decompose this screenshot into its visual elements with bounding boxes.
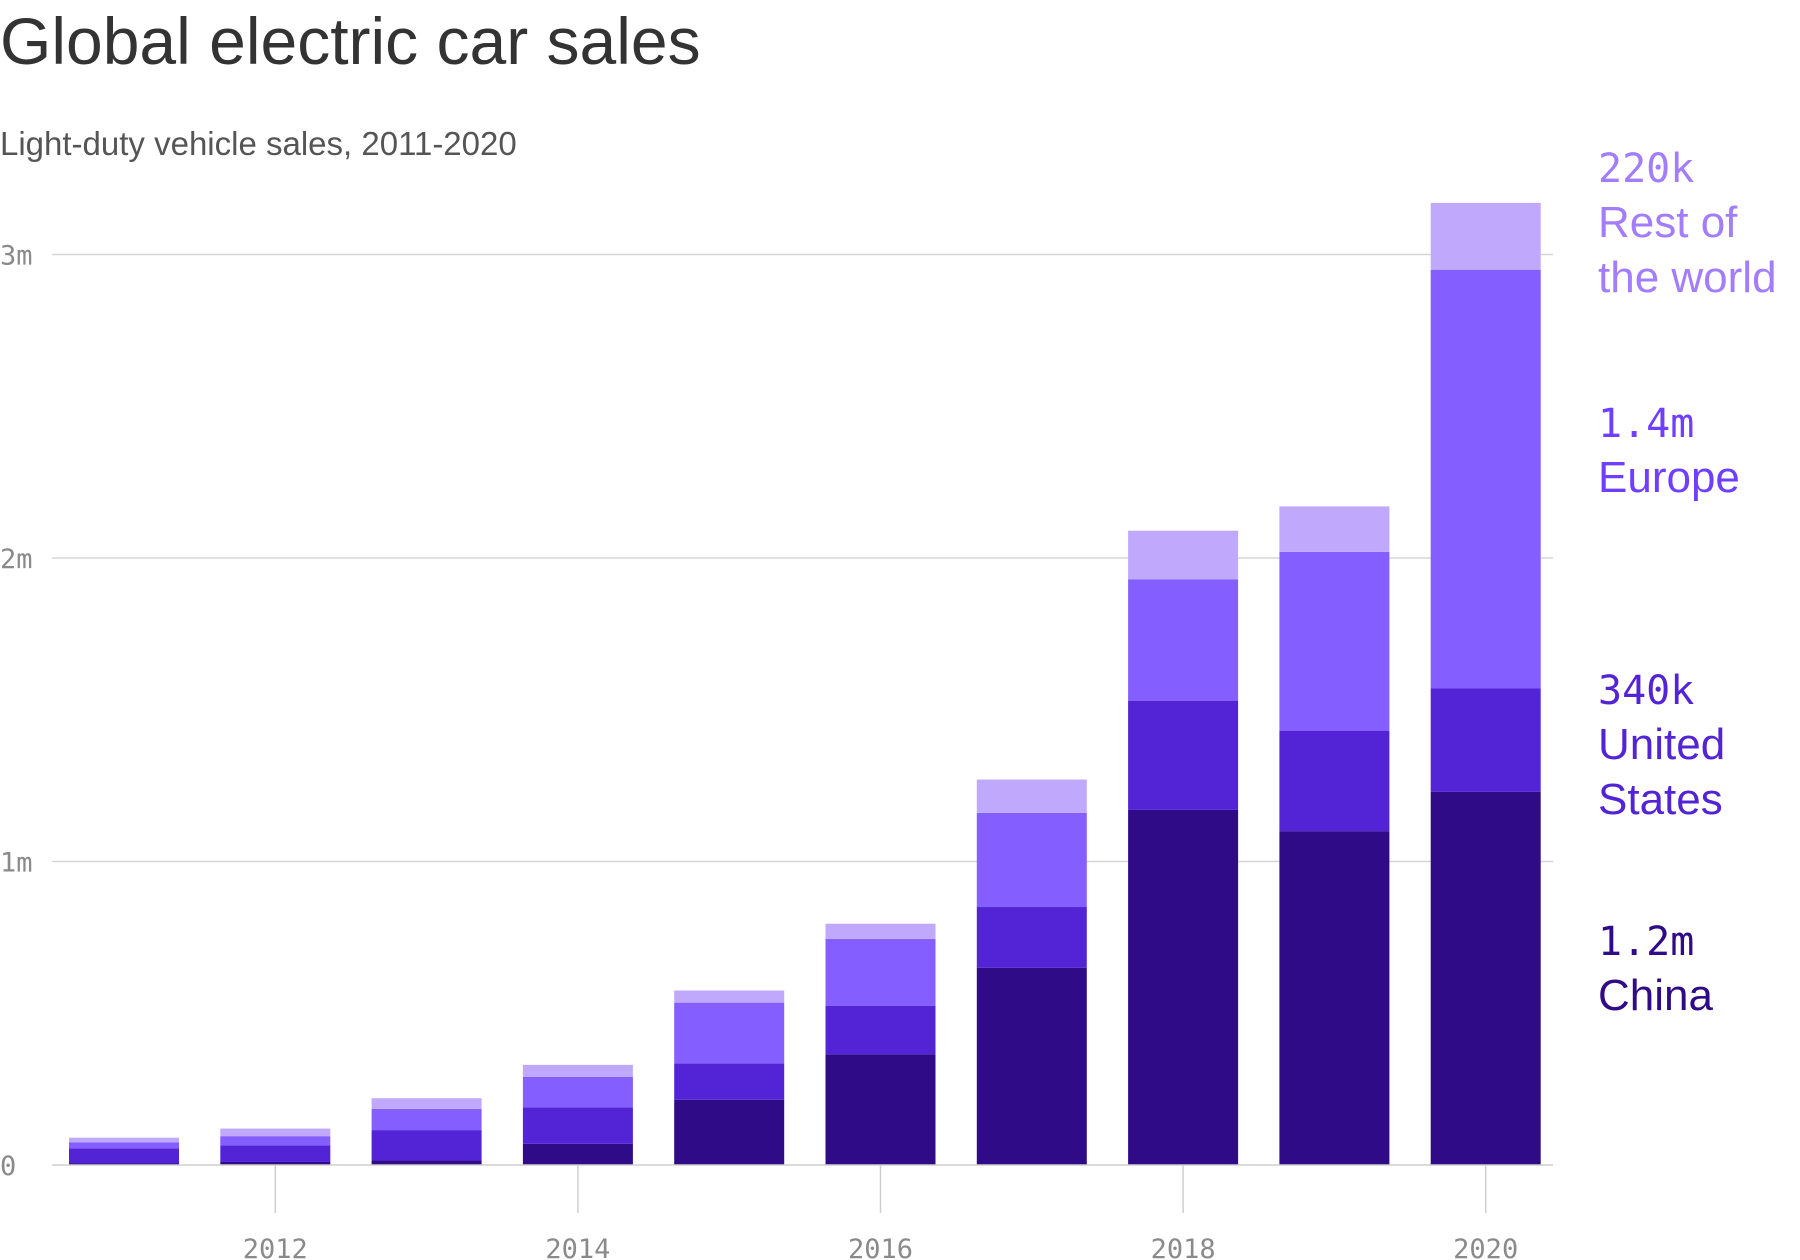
bar-united-states-2014: [522, 1107, 633, 1144]
series-label-value: 340k: [1598, 668, 1694, 714]
bar-stack-2014: [522, 1064, 633, 1165]
bar-stack-2013: [371, 1098, 482, 1165]
bar-china-2013: [371, 1160, 482, 1165]
y-tick-label: 2m: [0, 544, 33, 575]
bar-europe-2016: [825, 938, 936, 1006]
x-tick-label: 2014: [545, 1234, 610, 1260]
chart-subtitle: Light-duty vehicle sales, 2011-2020: [0, 125, 517, 162]
series-label-name: United: [1598, 720, 1725, 769]
series-label-value: 1.2m: [1598, 919, 1694, 965]
y-tick-label: 3m: [0, 241, 33, 272]
bar-europe-2012: [220, 1136, 331, 1146]
x-axis: 2012 2014 2016 2018 2020: [52, 1164, 1553, 1260]
series-label-value: 220k: [1598, 146, 1694, 192]
bar-china-2012: [220, 1161, 331, 1165]
bar-china-2019: [1279, 831, 1390, 1165]
bar-europe-2020: [1430, 269, 1541, 689]
bar-stack-2016: [825, 923, 936, 1165]
bar-europe-2018: [1128, 579, 1239, 701]
bar-rest-of-the-world-2019: [1279, 506, 1390, 552]
series-label-name: China: [1598, 971, 1713, 1020]
bar-stack-2017: [976, 779, 1087, 1165]
bar-europe-2014: [522, 1076, 633, 1108]
bar-stack-2019: [1279, 506, 1390, 1165]
series-label-united-states: 340k United States: [1598, 668, 1725, 824]
bar-china-2014: [522, 1143, 633, 1165]
x-tick-label: 2016: [848, 1234, 913, 1260]
bar-rest-of-the-world-2017: [976, 779, 1087, 813]
bar-china-2016: [825, 1054, 936, 1165]
series-label-rest-of-the-world: 220k Rest of the world: [1598, 146, 1777, 302]
series-label-name: States: [1598, 775, 1723, 824]
bar-united-states-2017: [976, 907, 1087, 968]
series-label-europe: 1.4m Europe: [1598, 401, 1740, 502]
bar-stack-2020: [1430, 202, 1541, 1165]
bar-united-states-2016: [825, 1005, 936, 1055]
chart-title: Global electric car sales: [0, 4, 701, 78]
bar-united-states-2012: [220, 1145, 331, 1162]
y-tick-label: 0: [0, 1151, 16, 1182]
bar-europe-2015: [674, 1002, 785, 1064]
bar-stack-2011: [69, 1137, 179, 1165]
bar-united-states-2015: [674, 1063, 785, 1100]
x-tick-label: 2020: [1453, 1234, 1518, 1260]
bar-united-states-2013: [371, 1130, 482, 1161]
bar-rest-of-the-world-2011: [69, 1137, 179, 1143]
series-labels: 1.2m China 340k United States 1.4m Europe 220k R…: [1598, 146, 1777, 1020]
bar-rest-of-the-world-2012: [220, 1128, 331, 1137]
y-tick-label: 1m: [0, 848, 33, 879]
x-tick-label: 2018: [1151, 1234, 1216, 1260]
bar-china-2020: [1430, 791, 1541, 1165]
bar-europe-2017: [976, 812, 1087, 908]
bar-united-states-2020: [1430, 688, 1541, 792]
bar-china-2018: [1128, 809, 1239, 1165]
bar-rest-of-the-world-2013: [371, 1098, 482, 1109]
bar-china-2015: [674, 1099, 785, 1165]
bar-united-states-2019: [1279, 730, 1390, 832]
bar-rest-of-the-world-2016: [825, 923, 936, 939]
series-label-name: Rest of: [1598, 198, 1738, 247]
bar-stack-2018: [1128, 530, 1239, 1165]
bar-rest-of-the-world-2015: [674, 990, 785, 1003]
bar-china-2017: [976, 967, 1087, 1165]
bar-europe-2019: [1279, 551, 1390, 731]
series-label-name: Europe: [1598, 453, 1740, 502]
bar-united-states-2018: [1128, 700, 1239, 810]
bar-china-2011: [69, 1163, 179, 1165]
bar-europe-2011: [69, 1142, 179, 1149]
bar-stack-2015: [674, 990, 785, 1165]
bar-united-states-2011: [69, 1148, 179, 1164]
bar-europe-2013: [371, 1108, 482, 1131]
bars: [69, 202, 1541, 1165]
series-label-value: 1.4m: [1598, 401, 1694, 447]
series-label-china: 1.2m China: [1598, 919, 1713, 1020]
x-tick-label: 2012: [243, 1234, 308, 1260]
bar-stack-2012: [220, 1128, 331, 1165]
bar-rest-of-the-world-2014: [522, 1064, 633, 1077]
bar-rest-of-the-world-2020: [1430, 202, 1541, 270]
series-label-name: the world: [1598, 253, 1777, 302]
bar-rest-of-the-world-2018: [1128, 530, 1239, 580]
y-axis: 0 1m 2m 3m: [0, 241, 33, 1183]
